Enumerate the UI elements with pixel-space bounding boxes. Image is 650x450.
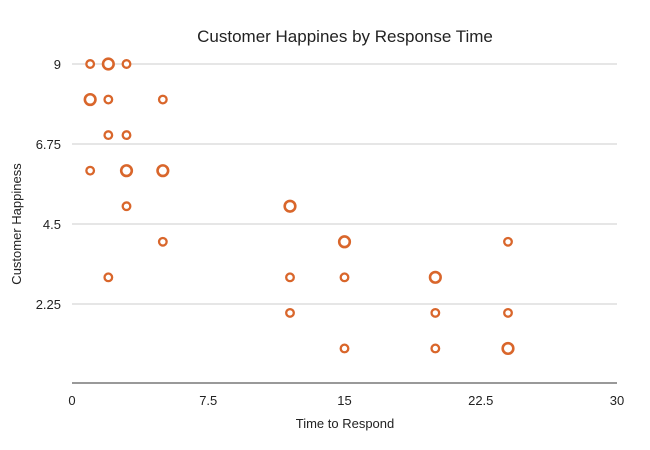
data-point: [83, 92, 97, 107]
data-point: [103, 272, 114, 283]
data-point: [501, 341, 515, 356]
y-tick-label: 4.5: [43, 217, 61, 232]
y-tick-label: 6.75: [36, 137, 61, 152]
data-point: [121, 59, 132, 69]
data-point: [430, 307, 441, 318]
y-tick-label: 9: [54, 57, 61, 72]
x-tick-label: 7.5: [199, 393, 217, 408]
data-point: [337, 235, 352, 249]
data-point: [121, 130, 132, 141]
x-tick-label: 15: [337, 393, 351, 408]
data-point: [285, 272, 295, 283]
data-point: [103, 130, 114, 141]
data-point: [156, 164, 170, 178]
data-point: [121, 201, 132, 212]
data-point: [157, 94, 168, 105]
data-point: [339, 343, 350, 354]
data-point: [119, 164, 134, 178]
data-point: [157, 236, 168, 247]
x-tick-label: 0: [68, 393, 75, 408]
data-point: [283, 199, 297, 213]
data-point: [103, 94, 114, 105]
data-point: [503, 307, 513, 318]
data-point: [428, 270, 442, 284]
data-point: [101, 57, 115, 71]
y-tick-label: 2.25: [36, 297, 61, 312]
x-axis-label: Time to Respond: [296, 416, 395, 431]
x-tick-label: 22.5: [468, 393, 493, 408]
data-point: [85, 165, 96, 176]
y-axis-label: Customer Happiness: [9, 163, 24, 285]
data-point: [285, 307, 295, 318]
x-tick-label: 30: [610, 393, 624, 408]
data-point: [503, 236, 513, 247]
data-point: [85, 59, 96, 69]
data-point: [430, 343, 441, 354]
data-point: [339, 272, 350, 283]
chart-title: Customer Happines by Response Time: [197, 27, 493, 46]
